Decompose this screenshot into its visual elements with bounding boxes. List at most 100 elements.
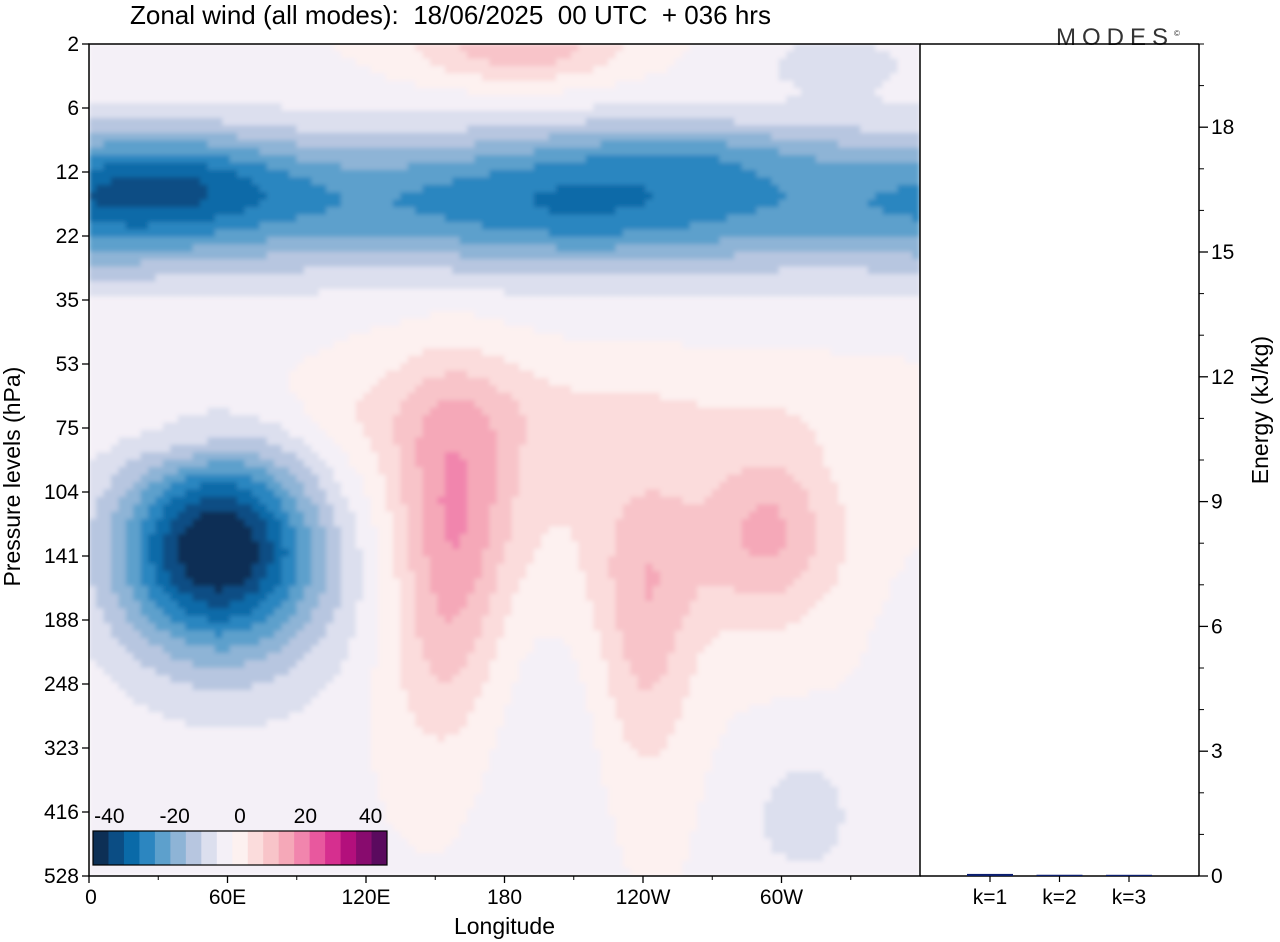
heatmap-cell xyxy=(660,44,669,52)
heatmap-cell xyxy=(392,236,401,245)
heatmap-cell xyxy=(340,73,349,82)
heatmap-cell xyxy=(229,44,238,52)
heatmap-cell xyxy=(563,110,572,119)
heatmap-cell xyxy=(771,103,780,112)
heatmap-cell xyxy=(214,221,223,231)
heatmap-cell xyxy=(400,348,409,357)
heatmap-cell xyxy=(363,51,372,60)
heatmap-cell xyxy=(385,58,394,67)
heatmap-cell xyxy=(830,155,839,164)
heatmap-cell xyxy=(118,140,127,149)
heatmap-cell xyxy=(392,355,401,364)
heatmap-cell xyxy=(645,125,654,134)
heatmap-cell xyxy=(734,192,743,201)
heatmap-cell xyxy=(749,44,758,52)
heatmap-cell xyxy=(415,266,424,275)
heatmap-cell xyxy=(711,73,720,82)
heatmap-cell xyxy=(890,73,899,82)
heatmap-cell xyxy=(192,44,201,52)
heatmap-cell xyxy=(400,288,409,297)
heatmap-cell xyxy=(192,251,201,260)
heatmap-cell xyxy=(244,169,253,179)
heatmap-cell xyxy=(897,140,906,149)
heatmap-cell xyxy=(533,355,542,364)
heatmap-cell xyxy=(763,325,772,335)
heatmap-cell xyxy=(229,110,238,119)
heatmap-cell xyxy=(289,363,298,372)
heatmap-cell xyxy=(303,340,312,349)
heatmap-cell xyxy=(303,303,312,312)
heatmap-cell xyxy=(570,207,579,216)
heatmap-cell xyxy=(852,221,861,231)
heatmap-cell xyxy=(303,311,312,320)
heatmap-cell xyxy=(259,73,268,82)
heatmap-cell xyxy=(912,266,920,275)
heatmap-cell xyxy=(533,221,542,231)
heatmap-cell xyxy=(326,296,335,305)
heatmap-cell xyxy=(177,117,186,127)
heatmap-cell xyxy=(155,236,164,245)
heatmap-cell xyxy=(504,273,513,283)
heatmap-cell xyxy=(719,199,728,208)
heatmap-cell xyxy=(214,44,223,52)
heatmap-cell xyxy=(511,363,520,372)
heatmap-cell xyxy=(326,355,335,364)
heatmap-cell xyxy=(229,251,238,260)
heatmap-cell xyxy=(697,51,706,60)
heatmap-cell xyxy=(89,370,97,379)
heatmap-cell xyxy=(237,125,246,134)
heatmap-cell xyxy=(355,363,364,372)
heatmap-cell xyxy=(704,192,713,201)
heatmap-cell xyxy=(415,88,424,97)
heatmap-cell xyxy=(548,325,557,335)
heatmap-cell xyxy=(133,244,142,253)
heatmap-cell xyxy=(452,110,461,119)
heatmap-cell xyxy=(430,259,439,268)
heatmap-cell xyxy=(711,44,720,52)
heatmap-cell xyxy=(504,103,513,112)
heatmap-cell xyxy=(148,103,157,112)
heatmap-cell xyxy=(392,207,401,216)
heatmap-cell xyxy=(192,296,201,305)
heatmap-cell xyxy=(185,370,194,379)
heatmap-cell xyxy=(904,80,913,89)
heatmap-cell xyxy=(296,177,305,186)
heatmap-cell xyxy=(348,221,357,231)
heatmap-cell xyxy=(177,184,186,193)
heatmap-cell xyxy=(237,88,246,97)
heatmap-cell xyxy=(815,117,824,127)
heatmap-cell xyxy=(289,51,298,60)
heatmap-cell xyxy=(415,95,424,104)
heatmap-cell xyxy=(823,325,832,335)
heatmap-cell xyxy=(244,192,253,201)
heatmap-cell xyxy=(882,221,891,231)
heatmap-cell xyxy=(667,95,676,104)
heatmap-cell xyxy=(645,88,654,97)
heatmap-cell xyxy=(852,162,861,171)
heatmap-cell xyxy=(370,73,379,82)
heatmap-cell xyxy=(800,281,810,290)
heatmap-cell xyxy=(882,363,891,372)
heatmap-cell xyxy=(259,177,268,186)
heatmap-cell xyxy=(511,303,520,312)
heatmap-cell xyxy=(103,363,112,372)
heatmap-cell xyxy=(541,177,550,186)
heatmap-cell xyxy=(719,266,728,275)
heatmap-cell xyxy=(778,259,787,268)
heatmap-cell xyxy=(726,273,735,283)
heatmap-cell xyxy=(645,273,654,283)
heatmap-cell xyxy=(904,162,913,171)
heatmap-cell xyxy=(622,125,631,134)
heatmap-cell xyxy=(630,51,639,60)
heatmap-cell xyxy=(630,44,639,52)
heatmap-cell xyxy=(430,155,439,164)
heatmap-cell xyxy=(251,355,260,364)
heatmap-cell xyxy=(214,147,223,156)
heatmap-cell xyxy=(170,117,179,127)
heatmap-cell xyxy=(652,184,661,193)
heatmap-cell xyxy=(786,44,795,52)
heatmap-cell xyxy=(504,51,513,60)
heatmap-cell xyxy=(593,125,602,134)
heatmap-cell xyxy=(608,214,617,223)
heatmap-cell xyxy=(890,199,899,208)
